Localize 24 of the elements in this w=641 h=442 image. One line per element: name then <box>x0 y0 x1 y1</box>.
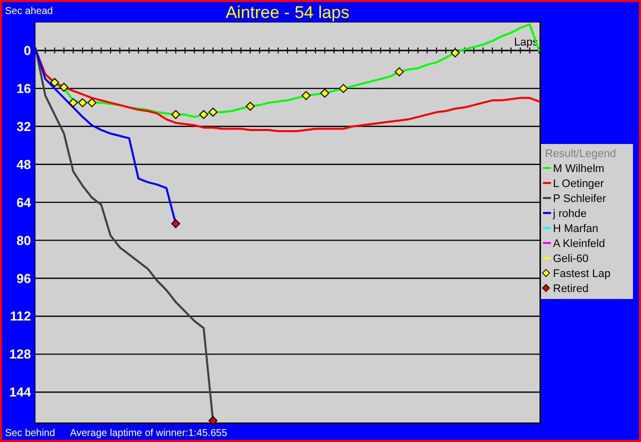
y-tick-label: 0 <box>24 42 31 58</box>
legend-label: Geli-60 <box>553 253 588 265</box>
legend-label: M Wilhelm <box>553 163 604 175</box>
text: Sec behind <box>5 428 56 439</box>
legend-label: P Schleifer <box>553 193 606 205</box>
text: Sec ahead <box>5 6 53 17</box>
y-tick-label: 16 <box>16 80 31 96</box>
legend-label: Fastest Lap <box>553 268 610 280</box>
y-tick-label: 96 <box>16 270 31 286</box>
y-tick-label: 32 <box>16 118 31 134</box>
legend-label: L Oetinger <box>553 178 604 190</box>
text: Average laptime of winner:1:45.655 <box>70 428 228 439</box>
y-tick-label: 80 <box>16 232 31 248</box>
legend-label: j rohde <box>552 208 587 220</box>
y-tick-label: 144 <box>9 384 32 400</box>
y-tick-label: 48 <box>16 156 31 172</box>
legend-label: A Kleinfeld <box>553 238 605 250</box>
legend-title: Result/Legend <box>545 148 616 160</box>
y-tick-label: 128 <box>9 346 31 362</box>
legend-label: Retired <box>553 283 588 295</box>
chart-title: Aintree - 54 laps <box>226 3 350 22</box>
y-tick-label: 64 <box>16 194 32 210</box>
y-tick-label: 112 <box>10 308 31 324</box>
legend-label: H Marfan <box>553 223 598 235</box>
